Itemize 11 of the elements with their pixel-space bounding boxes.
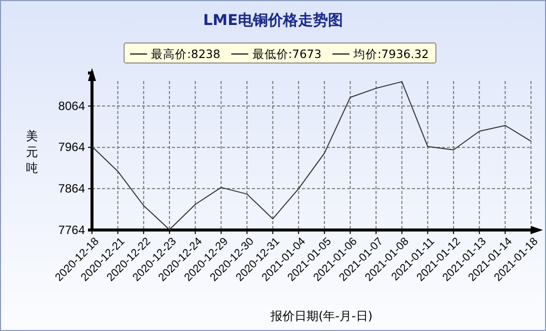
- text: 最高价:8238: [151, 47, 220, 61]
- text: 均价:7936.32: [352, 47, 429, 61]
- x-axis-title: 报价日期(年-月-日): [269, 309, 373, 323]
- y-tick-label: 7964: [58, 140, 86, 154]
- text: 最低价:7673: [252, 47, 322, 61]
- y-tick-label: 7864: [58, 182, 86, 196]
- y-tick-label: 7764: [58, 222, 86, 237]
- line-series: [92, 81, 532, 230]
- chart-title: LME电铜价格走势图: [203, 11, 343, 29]
- y-tick-label: 8064: [58, 98, 86, 113]
- y-axis-title: 美元吨: [26, 129, 38, 175]
